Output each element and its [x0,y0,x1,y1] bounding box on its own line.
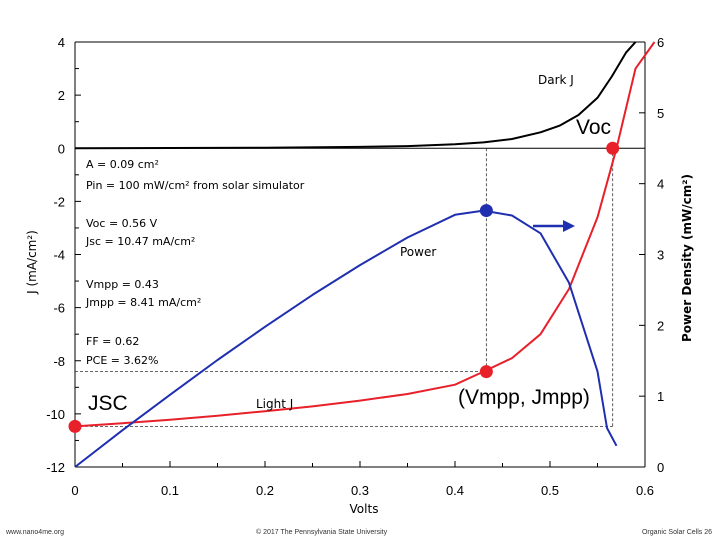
axes: 4 2 0 -2 -4 -6 -8 -10 -12 6 5 4 3 2 1 0 0 0.1 0.2 0.3 0.4 0.5… [46,35,664,498]
pin-annotation: Pin = 100 mW/cm² from solar simulator [86,179,305,192]
y-left-tick-label: 0 [58,141,65,156]
y-left-tick-label: 4 [58,35,65,50]
dark-j-series-line [74,41,637,150]
x-tick-label: 0.1 [161,483,179,498]
footer-slide: Organic Solar Cells 26 [641,529,712,536]
x-axis-title: Volts [350,502,379,516]
power-series-line [74,209,618,468]
x-tick-label: 0.5 [541,483,559,498]
area-annotation: A = 0.09 cm² [86,158,159,171]
y-left-tick-label: 2 [58,88,65,103]
y-right-tick-label: 6 [657,35,664,50]
jsc-annotation: Jsc = 10.47 mA/cm² [85,235,195,248]
y-right-tick-label: 5 [657,106,664,121]
voc-point [606,141,620,155]
y-left-tick-label: -4 [53,248,65,263]
mpp-point-label: (Vmpp, Jmpp) [458,386,590,409]
power-label: Power [400,245,436,259]
y-right-tick-label: 1 [657,389,664,404]
series-layer [74,41,656,468]
footer-site: www.nano4me.org [6,529,64,536]
jsc-point [68,419,82,433]
pce-annotation: PCE = 3.62% [86,354,158,367]
y-right-tick-label: 0 [657,460,664,475]
x-tick-label: 0.2 [256,483,274,498]
power-arrow-icon [533,220,575,232]
jsc-point-label: JSC [88,392,128,415]
y-left-tick-label: -8 [53,354,65,369]
guide-lines [75,148,614,427]
vmpp-annotation: Vmpp = 0.43 [86,278,159,291]
y-left-axis-title: J (mA/cm²) [25,230,39,295]
light-j-series-line [74,41,656,428]
voc-point-label: Voc [576,116,611,139]
y-right-axis-title: Power Density (mW/cm²) [680,174,694,342]
marker-layer [68,141,620,433]
x-tick-label: 0 [71,483,78,498]
ff-annotation: FF = 0.62 [86,335,139,348]
y-right-tick-label: 4 [657,177,664,192]
y-right-tick-label: 2 [657,318,664,333]
footer-copyright: © 2017 The Pennsylvania State University [256,529,388,536]
light-j-label: Light J [256,397,293,411]
x-tick-label: 0.3 [351,483,369,498]
y-left-tick-label: -12 [46,460,65,475]
jmpp-annotation: Jmpp = 8.41 mA/cm² [85,296,201,309]
vmpp-jmpp-point [479,365,493,379]
y-left-tick-label: -6 [53,301,65,316]
dark-j-label: Dark J [538,73,574,87]
y-left-tick-label: -10 [46,407,65,422]
pmax-point [479,204,493,218]
y-left-tick-label: -2 [53,194,65,209]
voc-annotation: Voc = 0.56 V [86,217,158,230]
x-tick-label: 0.6 [636,483,654,498]
x-tick-label: 0.4 [446,483,464,498]
y-right-tick-label: 3 [657,248,664,263]
